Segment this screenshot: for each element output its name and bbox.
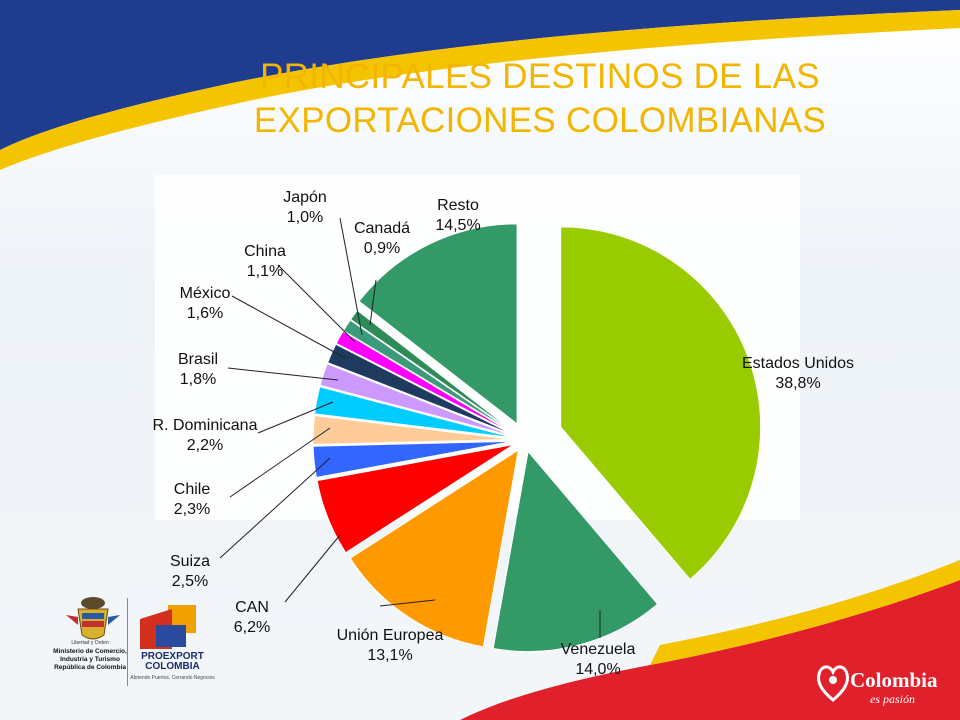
- slice-value-suiza: 2,5%: [172, 573, 208, 590]
- leader-line-japon: [339, 217, 363, 336]
- leader-line-china: [277, 264, 356, 343]
- slice-label-canada: Canadá: [354, 220, 410, 237]
- top-blue-band: [0, 0, 960, 150]
- slice-value-brasil: 1,8%: [180, 371, 216, 388]
- slice-value-union-europea: 13,1%: [367, 647, 412, 664]
- slice-value-can: 6,2%: [234, 619, 270, 636]
- proexport-name-2: COLOMBIA: [145, 661, 200, 672]
- slice-value-venezuela: 14,0%: [575, 661, 620, 678]
- slice-label-venezuela: Venezuela: [561, 641, 636, 658]
- pie-slice-mexico: [326, 343, 515, 436]
- colombia-tagline: es pasión: [870, 692, 915, 706]
- logo-divider: [127, 598, 128, 686]
- slice-value-resto: 14,5%: [435, 217, 480, 234]
- ministry-motto: Libertad y Orden: [71, 640, 109, 646]
- slice-value-china: 1,1%: [247, 263, 283, 280]
- proexport-name-1: PROEXPORT: [141, 651, 204, 662]
- ministry-line-1: Ministerio de Comercio,: [53, 648, 127, 655]
- slice-label-r-dominicana: R. Dominicana: [153, 417, 258, 434]
- slice-label-suiza: Suiza: [170, 553, 210, 570]
- pie-slice-union-europea: [349, 448, 520, 648]
- pie-slice-suiza: [312, 440, 514, 479]
- page-title: PRINCIPALES DESTINOS DE LAS EXPORTACIONE…: [170, 55, 910, 143]
- leader-line-canada: [369, 279, 377, 326]
- slice-value-estados-unidos: 38,8%: [775, 375, 820, 392]
- top-yellow-band: [0, 10, 960, 170]
- slice-label-brasil: Brasil: [178, 351, 218, 368]
- title-line-1: PRINCIPALES DESTINOS DE LAS: [260, 57, 820, 96]
- slice-value-canada: 0,9%: [364, 240, 400, 257]
- title-line-2: EXPORTACIONES COLOMBIANAS: [253, 101, 827, 140]
- ministry-line-2: Industria y Turismo: [60, 656, 120, 663]
- bottom-red-band: [460, 580, 960, 720]
- slice-label-union-europea: Unión Europea: [337, 627, 444, 644]
- pie-slice-can: [316, 443, 515, 554]
- leader-line-brasil: [227, 367, 339, 381]
- slice-label-china: China: [244, 243, 286, 260]
- pie-slice-estados-unidos: [560, 226, 762, 581]
- slice-label-can: CAN: [235, 599, 269, 616]
- slice-value-japon: 1,0%: [287, 209, 323, 226]
- pie-slice-brasil: [319, 363, 514, 437]
- leader-line-union-europea: [379, 599, 436, 607]
- leader-line-can: [284, 534, 341, 603]
- slice-value-mexico: 1,6%: [187, 305, 223, 322]
- proexport-logo-icon: [140, 605, 196, 649]
- leader-line-mexico: [231, 295, 346, 359]
- bottom-yellow-band: [650, 560, 960, 665]
- slice-value-r-dominicana: 2,2%: [187, 437, 223, 454]
- proexport-tagline: Abriendo Puertos, Cerrando Negocios: [130, 675, 215, 681]
- colombia-brand: Colombia: [850, 668, 938, 692]
- leader-line-chile: [229, 427, 331, 498]
- slice-label-mexico: México: [180, 285, 231, 302]
- slice-value-chile: 2,3%: [174, 501, 210, 518]
- colombia-heart-icon: [817, 665, 849, 702]
- ministry-line-3: República de Colombia: [54, 664, 126, 671]
- slice-label-japon: Japón: [283, 189, 327, 206]
- leader-line-suiza: [219, 457, 331, 559]
- ministry-name: Ministerio de Comercio, Industria y Turi…: [40, 648, 140, 672]
- proexport-name: PROEXPORT COLOMBIA: [135, 652, 210, 672]
- pie-slice-china: [335, 330, 515, 435]
- slice-label-resto: Resto: [437, 197, 479, 214]
- pie-slice-r-dominicana: [314, 386, 514, 439]
- slice-label-estados-unidos: Estados Unidos: [742, 355, 854, 372]
- leader-line-r-dominicana: [257, 401, 334, 434]
- pie-slice-resto: [358, 223, 518, 425]
- coat-of-arms-icon: [66, 597, 120, 640]
- pie-slice-venezuela: [492, 450, 659, 653]
- pie-slice-chile: [312, 415, 514, 445]
- slice-label-chile: Chile: [174, 481, 211, 498]
